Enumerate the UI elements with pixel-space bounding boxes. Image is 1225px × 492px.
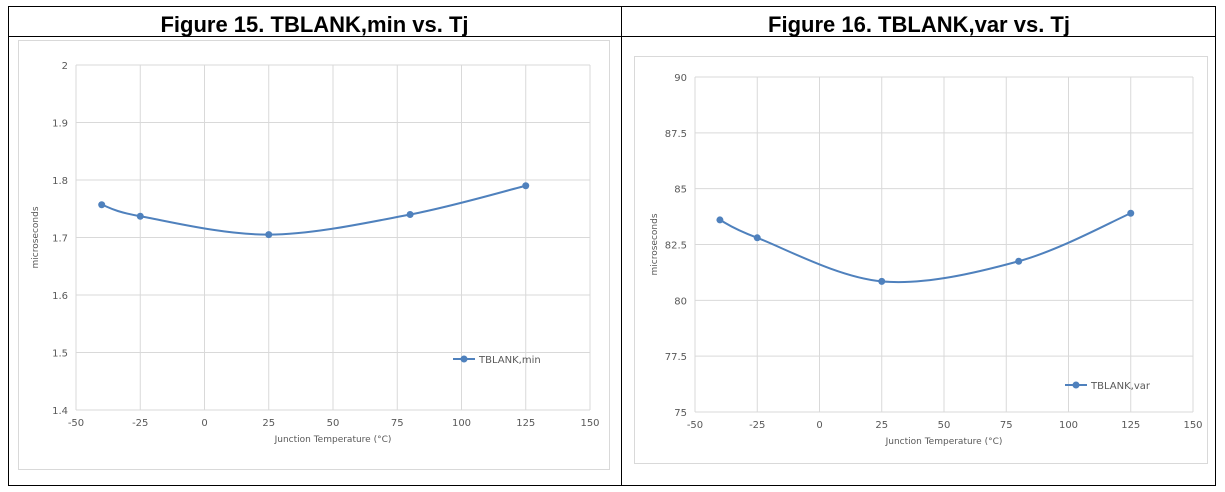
data-point: [265, 231, 273, 239]
x-tick-label: -25: [749, 420, 765, 431]
x-tick-label: 25: [875, 420, 888, 431]
x-tick-label: 50: [327, 418, 340, 429]
x-axis-label: Junction Temperature (°C): [274, 435, 392, 445]
x-tick-label: 50: [938, 420, 951, 431]
legend-marker: [1072, 381, 1080, 389]
legend-marker: [460, 355, 468, 363]
chart-15-svg: -50 -25 0 25 50 75 100 125 150 1.4 1.5 1.6 1.7 1.8 1.9…: [31, 61, 600, 445]
y-tick-label: 1.4: [52, 406, 68, 417]
data-point: [406, 211, 414, 218]
y-tick-label: 1.6: [52, 291, 68, 302]
table-header-rule-left: [8, 36, 622, 37]
y-tick-label: 1.7: [52, 234, 68, 245]
chart-16-container: -50 -25 0 25 50 75 100 125 150 75 77.5 80 82.5 85 87.5…: [634, 56, 1208, 464]
y-tick-label: 2: [62, 61, 68, 72]
x-tick-label: 25: [262, 418, 275, 429]
x-tick-label: 0: [201, 418, 207, 429]
x-tick-label: 0: [816, 420, 822, 431]
x-tick-label: 125: [516, 418, 535, 429]
legend-label: TBLANK,var: [1090, 381, 1151, 392]
y-tick-label: 82.5: [665, 241, 687, 252]
x-tick-label: -50: [687, 420, 703, 431]
figure-16-title: Figure 16. TBLANK,var vs. Tj: [768, 12, 1070, 37]
y-tick-label: 1.8: [52, 176, 68, 187]
x-tick-label: 150: [1183, 420, 1202, 431]
y-axis-label: microseconds: [650, 213, 660, 275]
x-tick-label: 75: [1000, 420, 1013, 431]
data-point: [98, 201, 106, 209]
x-tick-label: 100: [1059, 420, 1078, 431]
series-line: [101, 184, 526, 236]
data-point: [716, 216, 724, 224]
y-tick-label: 1.9: [52, 119, 68, 130]
x-tick-label: -25: [132, 418, 148, 429]
y-tick-label: 80: [674, 296, 687, 307]
y-tick-label: 85: [674, 185, 687, 196]
y-axis-label: microseconds: [31, 206, 41, 268]
figure-table: [8, 6, 1216, 486]
data-point: [1015, 257, 1023, 265]
x-tick-label: 125: [1121, 420, 1140, 431]
x-tick-label: 150: [580, 418, 599, 429]
y-tick-label: 87.5: [665, 129, 687, 140]
data-point: [1127, 209, 1135, 217]
x-axis-label: Junction Temperature (°C): [885, 437, 1003, 447]
data-point: [522, 182, 530, 190]
chart-16-svg: -50 -25 0 25 50 75 100 125 150 75 77.5 80 82.5 85 87.5…: [650, 73, 1203, 447]
y-tick-label: 77.5: [665, 352, 687, 363]
x-tick-label: -50: [68, 418, 84, 429]
chart-15-container: -50 -25 0 25 50 75 100 125 150 1.4 1.5 1.6 1.7 1.8 1.9…: [18, 40, 610, 470]
legend-label: TBLANK,min: [478, 355, 541, 366]
table-header-rule-right: [621, 36, 1216, 37]
x-tick-label: 100: [452, 418, 471, 429]
y-tick-label: 90: [674, 73, 687, 84]
table-divider: [621, 6, 622, 486]
data-point: [136, 212, 144, 220]
series-line: [719, 212, 1132, 284]
y-tick-label: 1.5: [52, 349, 68, 360]
x-tick-label: 75: [391, 418, 404, 429]
data-point: [753, 234, 761, 242]
data-point: [878, 277, 886, 285]
figure-15-title: Figure 15. TBLANK,min vs. Tj: [160, 12, 469, 37]
y-tick-label: 75: [674, 408, 687, 419]
